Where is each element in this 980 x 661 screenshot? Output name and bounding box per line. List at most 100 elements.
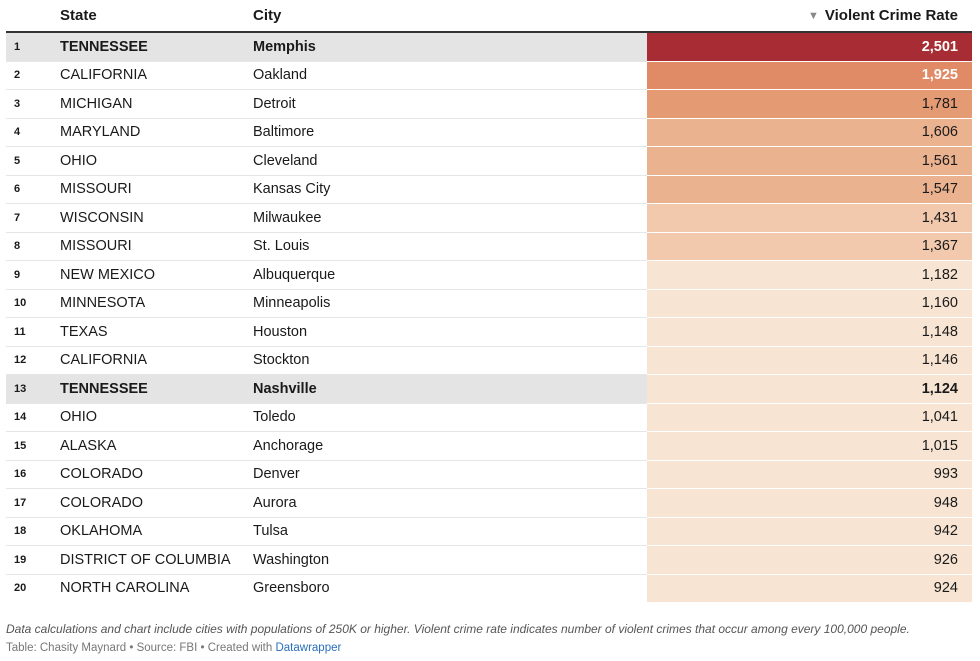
rate-cell: 942 — [647, 517, 972, 546]
rate-cell: 2,501 — [647, 32, 972, 62]
table-row: 19 DISTRICT OF COLUMBIA Washington 926 — [6, 545, 972, 575]
table-row: 1 TENNESSEE Memphis 2,501 — [6, 32, 972, 62]
city-cell: Nashville — [253, 374, 647, 404]
table-row: 8 MISSOURI St. Louis 1,367 — [6, 232, 972, 261]
crime-rate-table: State City ▼ Violent Crime Rate 1 TENNESSE… — [6, 0, 972, 602]
rank-cell: 15 — [6, 431, 60, 461]
rank-cell: 12 — [6, 346, 60, 375]
state-cell: COLORADO — [60, 488, 253, 518]
rate-cell: 1,547 — [647, 175, 972, 204]
rate-cell: 926 — [647, 545, 972, 575]
city-cell: Milwaukee — [253, 203, 647, 233]
rank-cell: 4 — [6, 118, 60, 147]
rate-column-header[interactable]: ▼ Violent Crime Rate — [647, 0, 972, 33]
table-row: 4 MARYLAND Baltimore 1,606 — [6, 118, 972, 147]
table-row: 13 TENNESSEE Nashville 1,124 — [6, 374, 972, 404]
rank-cell: 16 — [6, 460, 60, 489]
rank-cell: 2 — [6, 61, 60, 90]
table-row: 14 OHIO Toledo 1,041 — [6, 403, 972, 432]
state-cell: MISSOURI — [60, 232, 253, 261]
crime-rate-table-wrapper: State City ▼ Violent Crime Rate 1 TENNESSE… — [6, 0, 972, 602]
state-cell: TEXAS — [60, 317, 253, 347]
rate-cell: 993 — [647, 460, 972, 489]
table-row: 7 WISCONSIN Milwaukee 1,431 — [6, 203, 972, 233]
city-cell: Stockton — [253, 346, 647, 375]
city-cell: Denver — [253, 460, 647, 489]
table-notes: Data calculations and chart include citi… — [6, 622, 910, 636]
city-cell: Toledo — [253, 403, 647, 432]
rank-cell: 1 — [6, 32, 60, 62]
table-body: 1 TENNESSEE Memphis 2,501 2 CALIFORNIA Oakland… — [6, 32, 972, 602]
sort-descending-icon[interactable]: ▼ — [808, 10, 819, 22]
table-row: 9 NEW MEXICO Albuquerque 1,182 — [6, 260, 972, 290]
rank-cell: 14 — [6, 403, 60, 432]
city-cell: Kansas City — [253, 175, 647, 204]
table-row: 16 COLORADO Denver 993 — [6, 460, 972, 489]
rank-cell: 7 — [6, 203, 60, 233]
rank-column-header — [6, 0, 60, 33]
state-cell: CALIFORNIA — [60, 346, 253, 375]
rank-cell: 6 — [6, 175, 60, 204]
state-cell: MISSOURI — [60, 175, 253, 204]
city-cell: Aurora — [253, 488, 647, 518]
city-cell: Baltimore — [253, 118, 647, 147]
rate-cell: 1,160 — [647, 289, 972, 318]
city-cell: Memphis — [253, 32, 647, 62]
rank-cell: 19 — [6, 545, 60, 575]
rate-cell: 1,182 — [647, 260, 972, 290]
credit-text: Table: Chasity Maynard • Source: FBI • C… — [6, 642, 276, 654]
state-cell: DISTRICT OF COLUMBIA — [60, 545, 253, 575]
state-cell: OHIO — [60, 146, 253, 176]
table-credit: Table: Chasity Maynard • Source: FBI • C… — [6, 642, 972, 654]
city-cell: Oakland — [253, 61, 647, 90]
rank-cell: 11 — [6, 317, 60, 347]
city-cell: Anchorage — [253, 431, 647, 461]
city-cell: Tulsa — [253, 517, 647, 546]
state-cell: OKLAHOMA — [60, 517, 253, 546]
rank-cell: 20 — [14, 582, 27, 595]
table-row: 5 OHIO Cleveland 1,561 — [6, 146, 972, 176]
rate-cell: 1,606 — [647, 118, 972, 147]
state-cell: TENNESSEE — [60, 32, 253, 62]
table-row: 3 MICHIGAN Detroit 1,781 — [6, 89, 972, 119]
table-row: 11 TEXAS Houston 1,148 — [6, 317, 972, 347]
city-column-header[interactable]: City — [253, 0, 647, 33]
state-cell: MINNESOTA — [60, 289, 253, 318]
rate-cell: 1,148 — [647, 317, 972, 347]
state-cell: NEW MEXICO — [60, 260, 253, 290]
rank-cell: 5 — [6, 146, 60, 176]
city-cell: Albuquerque — [253, 260, 647, 290]
rate-cell: 1,925 — [647, 61, 972, 90]
rate-cell: 1,041 — [647, 403, 972, 432]
state-cell: COLORADO — [60, 460, 253, 489]
rank-cell: 13 — [6, 374, 60, 404]
rate-cell: 924 — [647, 574, 972, 602]
rank-cell: 17 — [6, 488, 60, 518]
state-cell: ALASKA — [60, 431, 253, 461]
table-row: 17 COLORADO Aurora 948 — [6, 488, 972, 518]
rate-cell: 1,431 — [647, 203, 972, 233]
city-cell: Cleveland — [253, 146, 647, 176]
city-cell: St. Louis — [253, 232, 647, 261]
rate-cell: 948 — [647, 488, 972, 518]
rate-cell: 1,367 — [647, 232, 972, 261]
city-cell: Houston — [253, 317, 647, 347]
rate-cell: 1,561 — [647, 146, 972, 176]
state-cell: NORTH CAROLINA — [60, 580, 190, 597]
rank-cell: 10 — [6, 289, 60, 318]
state-cell: TENNESSEE — [60, 374, 253, 404]
state-cell: MARYLAND — [60, 118, 253, 147]
rate-cell: 1,015 — [647, 431, 972, 461]
city-cell: Washington — [253, 545, 647, 575]
rate-column-label: Violent Crime Rate — [824, 7, 958, 24]
table-row: 15 ALASKA Anchorage 1,015 — [6, 431, 972, 461]
state-cell: OHIO — [60, 403, 253, 432]
state-column-header[interactable]: State — [60, 0, 253, 33]
table-row: 18 OKLAHOMA Tulsa 942 — [6, 517, 972, 546]
rank-cell: 8 — [6, 232, 60, 261]
rank-cell: 9 — [6, 260, 60, 290]
table-header-row: State City ▼ Violent Crime Rate — [6, 0, 972, 33]
datawrapper-link[interactable]: Datawrapper — [275, 642, 342, 654]
state-cell: MICHIGAN — [60, 89, 253, 119]
rank-cell: 18 — [6, 517, 60, 546]
